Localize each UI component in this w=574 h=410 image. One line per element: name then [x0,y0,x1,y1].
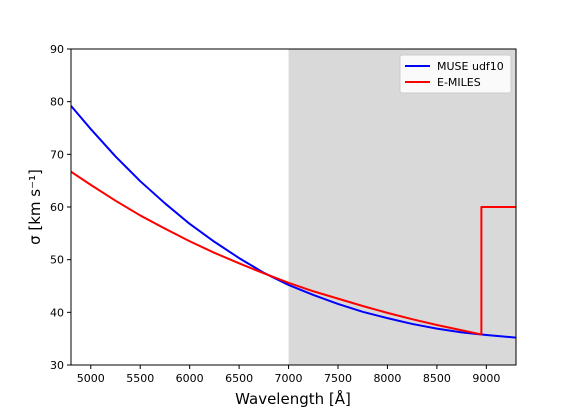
y-tick-label: 70 [50,148,64,161]
x-tick-label: 7000 [275,372,303,385]
shaded-region [288,49,516,365]
x-tick-label: 6500 [225,372,253,385]
y-tick-label: 30 [50,359,64,372]
y-tick-label: 50 [50,254,64,267]
legend-label: E-MILES [437,76,481,89]
x-tick-label: 7500 [324,372,352,385]
y-axis-title: σ [km s⁻¹] [26,169,44,245]
legend: MUSE udf10 E-MILES [399,54,512,94]
x-tick-label: 8500 [423,372,451,385]
x-tick-label: 5500 [126,372,154,385]
y-tick-label: 40 [50,306,64,319]
x-tick-label: 5000 [77,372,105,385]
series-line-e-miles [71,170,516,336]
x-tick-label: 9000 [472,372,500,385]
legend-box [399,54,512,94]
y-tick-label: 90 [50,43,64,56]
x-tick-label: 6000 [176,372,204,385]
y-tick-label: 80 [50,96,64,109]
series-line-muse-udf10 [71,105,516,339]
y-tick-label: 60 [50,201,64,214]
legend-label: MUSE udf10 [437,60,504,73]
x-tick-label: 8000 [373,372,401,385]
x-axis-title: Wavelength [Å] [235,389,351,408]
